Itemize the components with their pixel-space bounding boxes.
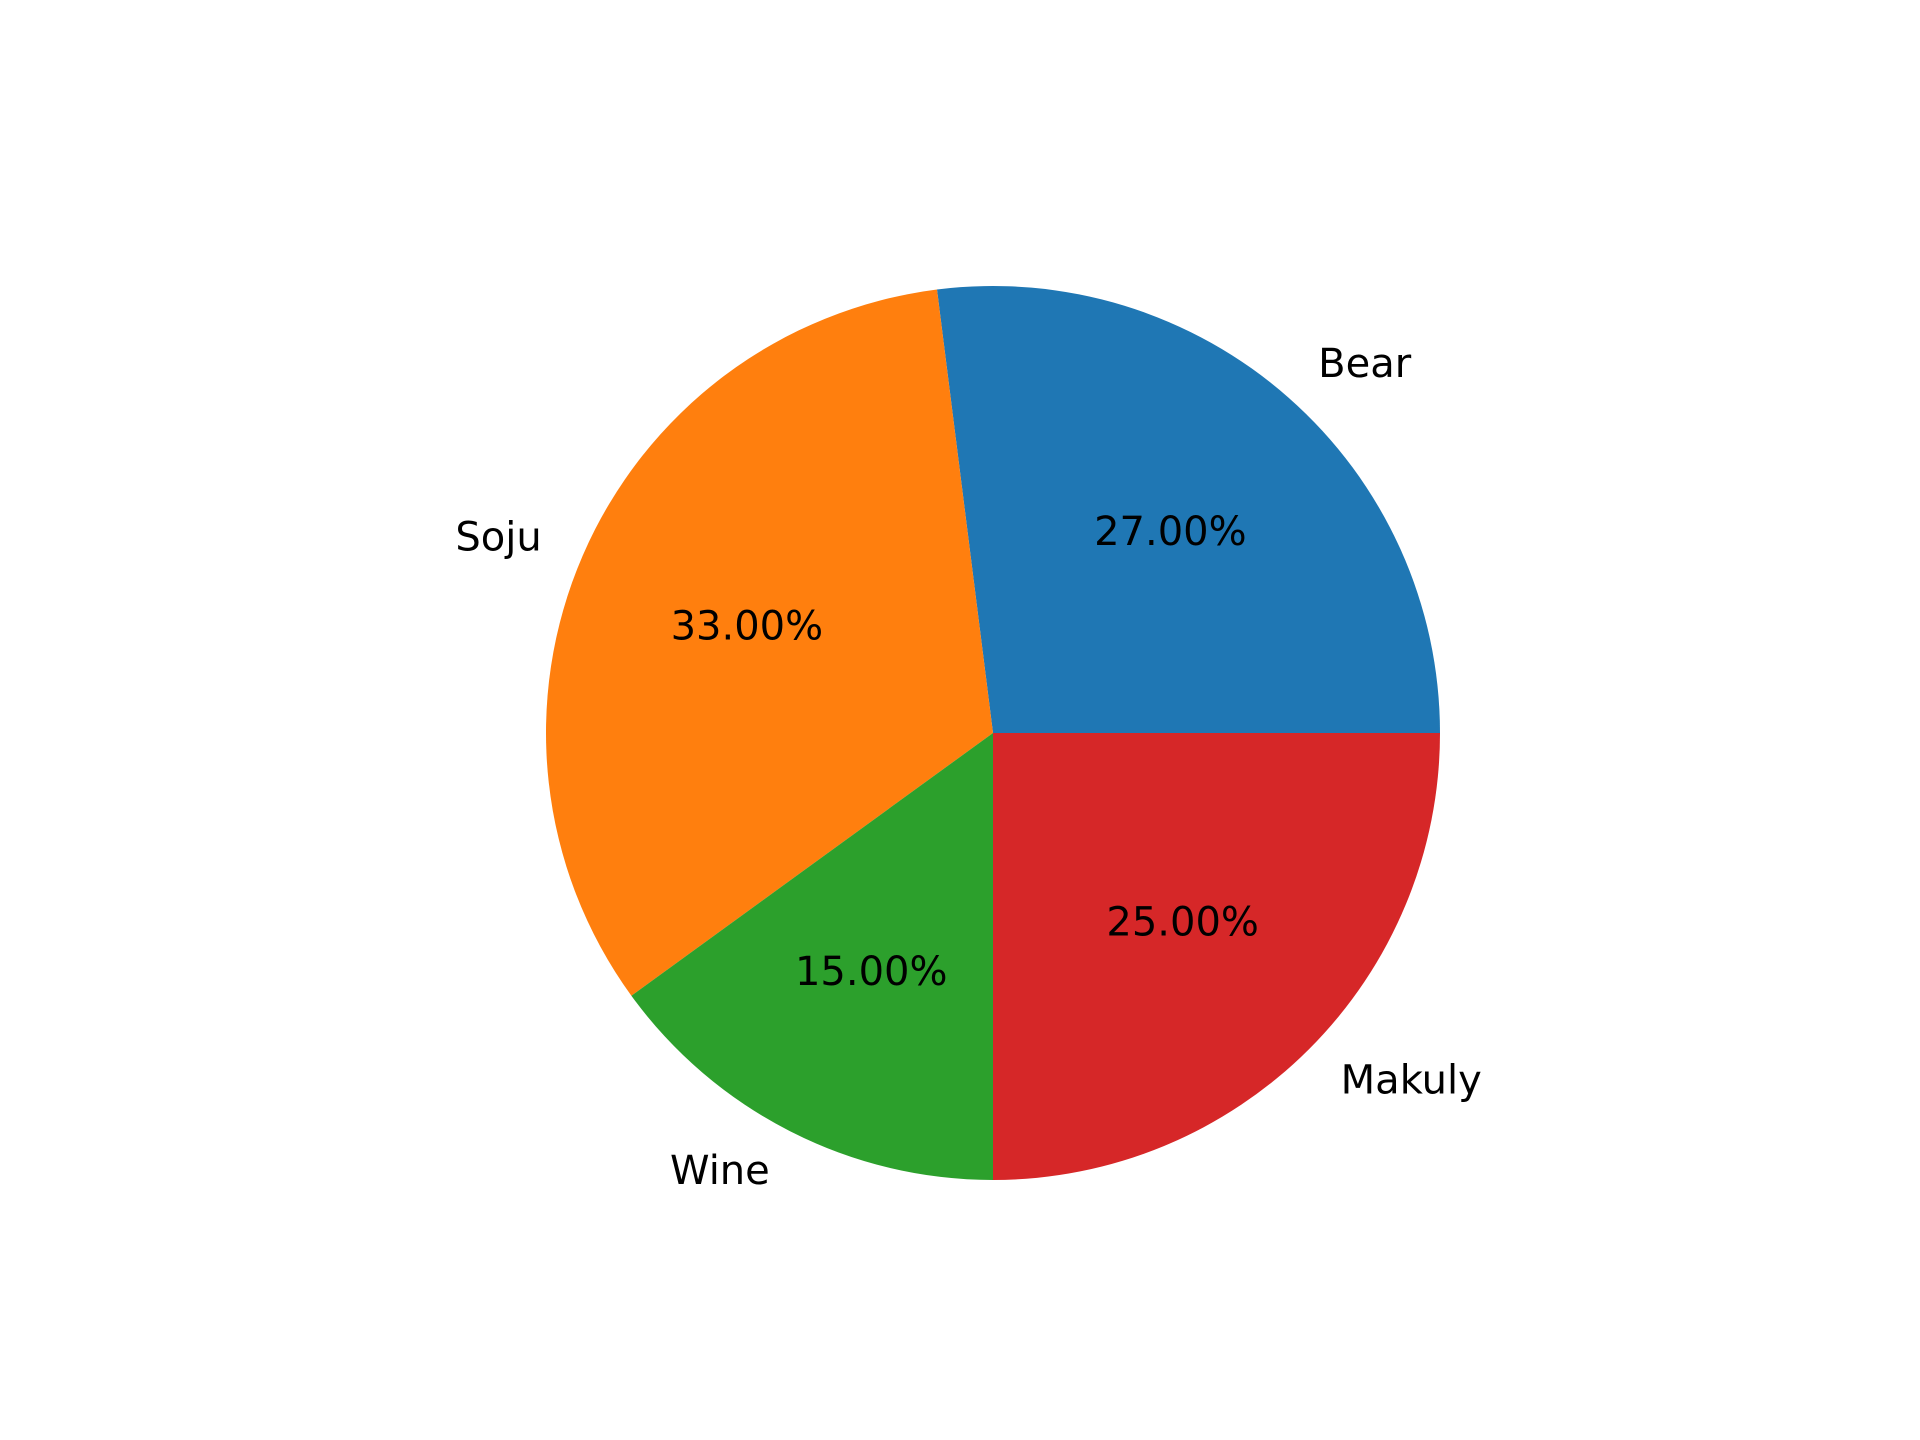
pct-label-wine: 15.00% (795, 949, 948, 995)
pct-label-makuly: 25.00% (1106, 900, 1259, 946)
pie-slice-wine (631, 733, 993, 1180)
pie-slice-soju (545, 289, 993, 996)
slice-label-bear: Bear (1318, 341, 1412, 387)
slices-layer (545, 285, 1440, 1180)
labels-layer: Bear 27.00% Soju 33.00% Wine 15.00% Makuly 25.0… (455, 341, 1481, 1194)
pie-slice-bear (936, 285, 1440, 733)
slice-label-wine: Wine (670, 1148, 770, 1194)
slice-label-makuly: Makuly (1341, 1058, 1482, 1104)
pct-label-soju: 33.00% (671, 603, 824, 649)
pct-label-bear: 27.00% (1094, 509, 1247, 555)
pie-slice-makuly (993, 733, 1440, 1180)
slice-label-soju: Soju (455, 515, 541, 561)
